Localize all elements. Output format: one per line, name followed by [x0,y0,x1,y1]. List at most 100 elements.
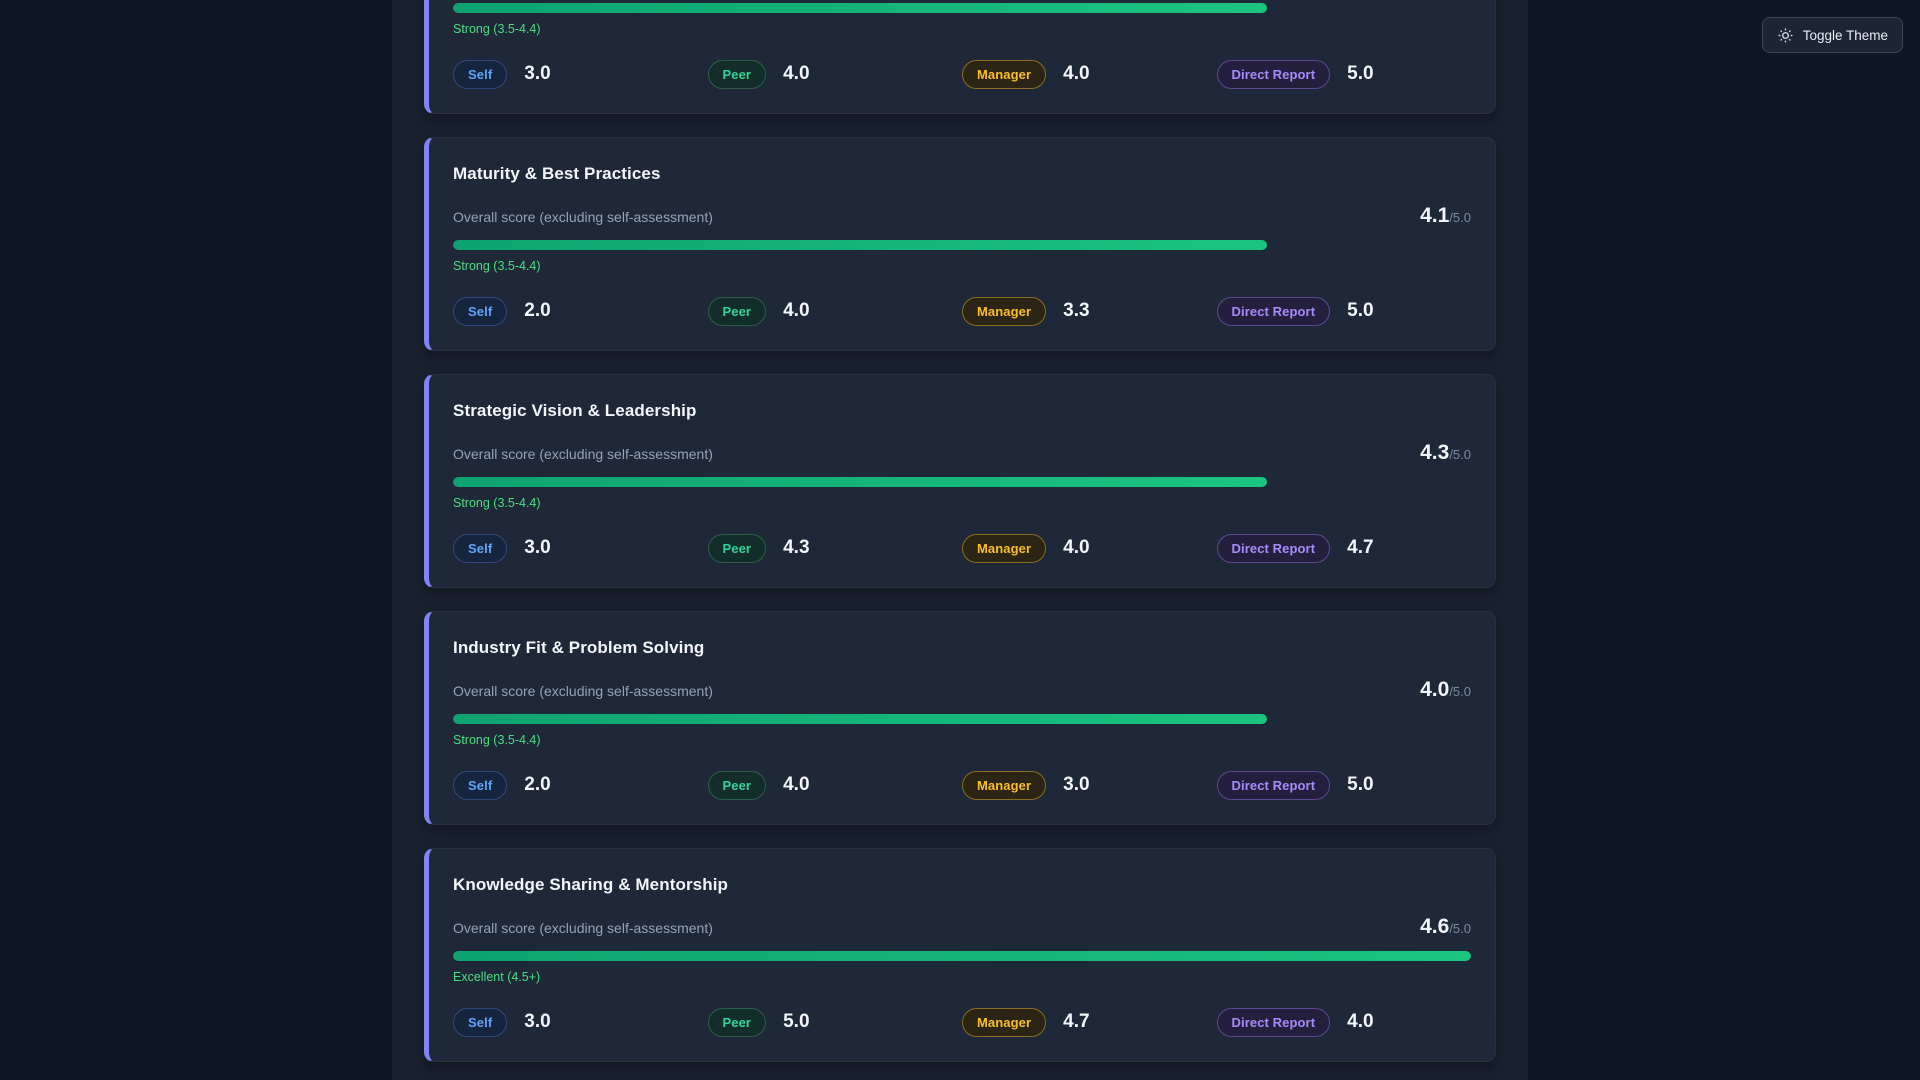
assessment-card: Maturity & Best Practices Overall score (… [424,137,1496,351]
rating-band-label: Excellent (4.5+) [453,970,541,984]
rater-badge-direct-report: Direct Report [1216,1007,1331,1037]
rater-badge-self: Self [453,296,508,326]
rater-score-item: Manager 4.0 [962,533,1217,563]
rater-score-item: Peer 4.0 [707,59,963,89]
rater-scores-row: Self 3.0 Peer 5.0 Manager 4.7 Direct Report 4.0 [453,1007,1471,1037]
score-progress-fill [453,240,1268,250]
assessment-card: Strong (3.5-4.4) Self 3.0 Peer 4.0 Manager 4.0… [424,0,1496,114]
rater-scores-row: Self 3.0 Peer 4.3 Manager 4.0 Direct Report 4.7 [453,533,1471,563]
score-progress-track [453,714,1471,724]
assessment-card: Industry Fit & Problem Solving Overall sc… [424,611,1496,825]
score-progress-track [453,477,1471,487]
overall-score-row: Overall score (excluding self-assessment… [453,441,1471,467]
card-title: Knowledge Sharing & Mentorship [453,875,729,894]
overall-score-max: /5.0 [1449,921,1471,936]
assessment-results-panel: Strong (3.5-4.4) Self 3.0 Peer 4.0 Manager 4.0… [392,0,1528,1080]
rater-score-value: 3.3 [1063,300,1090,321]
toggle-theme-label: Toggle Theme [1802,27,1888,43]
rater-badge-direct-report: Direct Report [1216,770,1331,800]
assessment-card: Strategic Vision & Leadership Overall sco… [424,374,1496,588]
score-progress-track [453,240,1471,250]
overall-score: 4.1/5.0 [1420,204,1471,228]
overall-score-label: Overall score (excluding self-assessment… [453,209,713,225]
rater-badge-self: Self [453,59,508,89]
rater-badge-direct-report: Direct Report [1216,59,1331,89]
overall-score-label: Overall score (excluding self-assessment… [453,920,713,936]
score-progress-fill [453,951,1471,961]
rater-scores-row: Self 2.0 Peer 4.0 Manager 3.3 Direct Report 5.0 [453,296,1471,326]
rater-score-value: 3.0 [524,63,551,84]
rater-score-value: 5.0 [1347,300,1374,321]
overall-score-row: Overall score (excluding self-assessment… [453,915,1471,941]
overall-score-max: /5.0 [1449,684,1471,699]
overall-score-row: Overall score (excluding self-assessment… [453,204,1471,230]
overall-score: 4.3/5.0 [1420,441,1471,465]
rater-score-value: 3.0 [524,1011,551,1032]
rater-badge-direct-report: Direct Report [1216,533,1331,563]
rater-score-item: Self 3.0 [453,533,708,563]
score-progress-fill [453,477,1268,487]
rater-badge-self: Self [453,1007,508,1037]
rating-band-label: Strong (3.5-4.4) [453,259,541,273]
rater-score-item: Direct Report 4.7 [1216,533,1472,563]
rater-badge-self: Self [453,770,508,800]
overall-score-value: 4.1 [1420,204,1450,227]
rater-score-item: Manager 4.7 [962,1007,1217,1037]
rater-badge-peer: Peer [707,533,767,563]
score-progress-track [453,3,1471,13]
rater-badge-peer: Peer [707,770,767,800]
rater-badge-manager: Manager [962,770,1047,800]
rater-score-value: 4.0 [783,774,810,795]
rater-score-item: Manager 4.0 [962,59,1217,89]
rater-score-item: Direct Report 5.0 [1216,59,1472,89]
rater-badge-manager: Manager [962,296,1047,326]
rater-score-value: 3.0 [1063,774,1090,795]
rater-score-value: 4.0 [1063,63,1090,84]
rater-score-item: Direct Report 4.0 [1216,1007,1472,1037]
sun-icon [1777,27,1794,44]
rater-badge-manager: Manager [962,59,1047,89]
rater-badge-peer: Peer [707,1007,767,1037]
toggle-theme-button[interactable]: Toggle Theme [1761,17,1903,53]
rater-score-item: Peer 4.0 [707,296,963,326]
score-progress-fill [453,3,1268,13]
overall-score-label: Overall score (excluding self-assessment… [453,446,713,462]
rater-score-item: Peer 4.0 [707,770,963,800]
rater-score-item: Self 3.0 [453,1007,708,1037]
overall-score-value: 4.3 [1420,441,1450,464]
rater-score-value: 2.0 [524,774,551,795]
rater-badge-peer: Peer [707,296,767,326]
overall-score: 4.0/5.0 [1420,678,1471,702]
rater-score-value: 4.0 [783,300,810,321]
overall-score-label: Overall score (excluding self-assessment… [453,683,713,699]
rater-score-value: 4.7 [1063,1011,1090,1032]
rater-score-item: Peer 5.0 [707,1007,963,1037]
rater-score-value: 4.3 [783,537,810,558]
card-title: Industry Fit & Problem Solving [453,638,705,657]
rater-score-value: 5.0 [783,1011,810,1032]
rater-score-item: Manager 3.3 [962,296,1217,326]
rater-score-value: 5.0 [1347,63,1374,84]
rating-band-label: Strong (3.5-4.4) [453,22,541,36]
rating-band-label: Strong (3.5-4.4) [453,733,541,747]
score-progress-fill [453,714,1268,724]
rater-badge-direct-report: Direct Report [1216,296,1331,326]
rater-score-value: 4.0 [783,63,810,84]
card-title: Maturity & Best Practices [453,164,661,183]
card-title: Strategic Vision & Leadership [453,401,697,420]
overall-score-max: /5.0 [1449,447,1471,462]
overall-score-row: Overall score (excluding self-assessment… [453,678,1471,704]
rating-band-label: Strong (3.5-4.4) [453,496,541,510]
rater-score-value: 4.0 [1347,1011,1374,1032]
rater-score-item: Self 3.0 [453,59,708,89]
overall-score: 4.6/5.0 [1420,915,1471,939]
score-progress-track [453,951,1471,961]
rater-badge-peer: Peer [707,59,767,89]
overall-score-value: 4.0 [1420,678,1450,701]
overall-score-value: 4.6 [1420,915,1450,938]
rater-badge-manager: Manager [962,533,1047,563]
rater-score-value: 5.0 [1347,774,1374,795]
rater-score-item: Manager 3.0 [962,770,1217,800]
rater-score-item: Direct Report 5.0 [1216,296,1472,326]
rater-scores-row: Self 2.0 Peer 4.0 Manager 3.0 Direct Report 5.0 [453,770,1471,800]
